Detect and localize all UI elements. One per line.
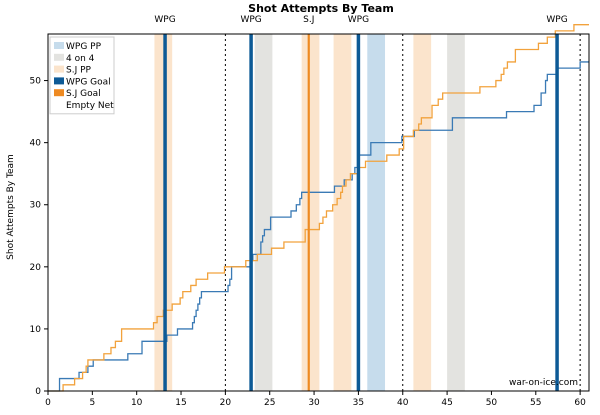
shaded-period-sj-pp [333, 34, 352, 391]
x-tick-label: 50 [486, 398, 498, 408]
y-tick-label: 40 [30, 139, 42, 149]
legend-label: 4 on 4 [66, 54, 95, 64]
legend-swatch-sj-goal [54, 89, 64, 97]
legend-swatch-wpg-pp [54, 42, 64, 49]
legend-label: WPG PP [66, 42, 102, 52]
x-tick-label: 5 [89, 398, 95, 408]
goal-markers-layer: WPG WPG S.J WPG WPG [154, 15, 568, 391]
y-tick-label: 20 [30, 263, 42, 273]
legend-swatch-sj-pp [54, 65, 64, 73]
goal-label: S.J [303, 15, 314, 25]
shaded-period-sj-pp [413, 34, 432, 391]
shaded-periods-layer [154, 34, 465, 391]
legend-swatch-four-on-four [54, 53, 64, 61]
legend-label: Empty Net [66, 101, 114, 111]
x-tick-label: 40 [397, 398, 409, 408]
series-layer [48, 24, 589, 392]
x-tick-label: 20 [220, 398, 232, 408]
shaded-period-wpg-pp [367, 34, 386, 391]
y-axis-label: Shot Attempts By Team [6, 154, 16, 260]
legend-box [49, 36, 115, 115]
legend-label: WPG Goal [66, 77, 111, 87]
axes-layer: 0 5 10 15 20 25 30 35 40 45 50 55 60 0 10 20 30 40 50 [30, 77, 587, 408]
y-tick-label: 0 [35, 387, 41, 397]
x-tick-label: 15 [175, 398, 186, 408]
shaded-period-sj-pp [154, 34, 173, 391]
y-tick-label: 10 [30, 325, 42, 335]
shaded-period-four-on-four [254, 34, 273, 391]
y-tick-label: 50 [30, 77, 42, 87]
shaded-period-four-on-four [447, 34, 465, 391]
x-tick-label: 35 [353, 398, 364, 408]
chart-title: Shot Attempts By Team [248, 2, 394, 15]
x-tick-label: 30 [308, 398, 320, 408]
x-tick-label: 60 [574, 398, 586, 408]
series-line-sj [48, 24, 589, 392]
goal-label: WPG [546, 15, 567, 25]
goal-label: WPG [348, 15, 369, 25]
y-tick-label: 30 [30, 201, 42, 211]
legend-swatch-wpg-goal [54, 77, 64, 85]
x-tick-label: 0 [45, 398, 51, 408]
goal-label: WPG [240, 15, 261, 25]
watermark: war-on-ice.com [509, 378, 578, 388]
plot-frame [47, 33, 590, 392]
legend-label: S.J PP [66, 66, 92, 76]
legend-label: S.J Goal [66, 89, 101, 99]
x-tick-label: 45 [441, 398, 452, 408]
x-tick-label: 55 [530, 398, 541, 408]
goal-label: WPG [154, 15, 175, 25]
x-tick-label: 25 [264, 398, 275, 408]
shaded-period-sj-pp [301, 34, 320, 391]
x-tick-label: 10 [131, 398, 143, 408]
reference-lines-layer [224, 34, 581, 391]
